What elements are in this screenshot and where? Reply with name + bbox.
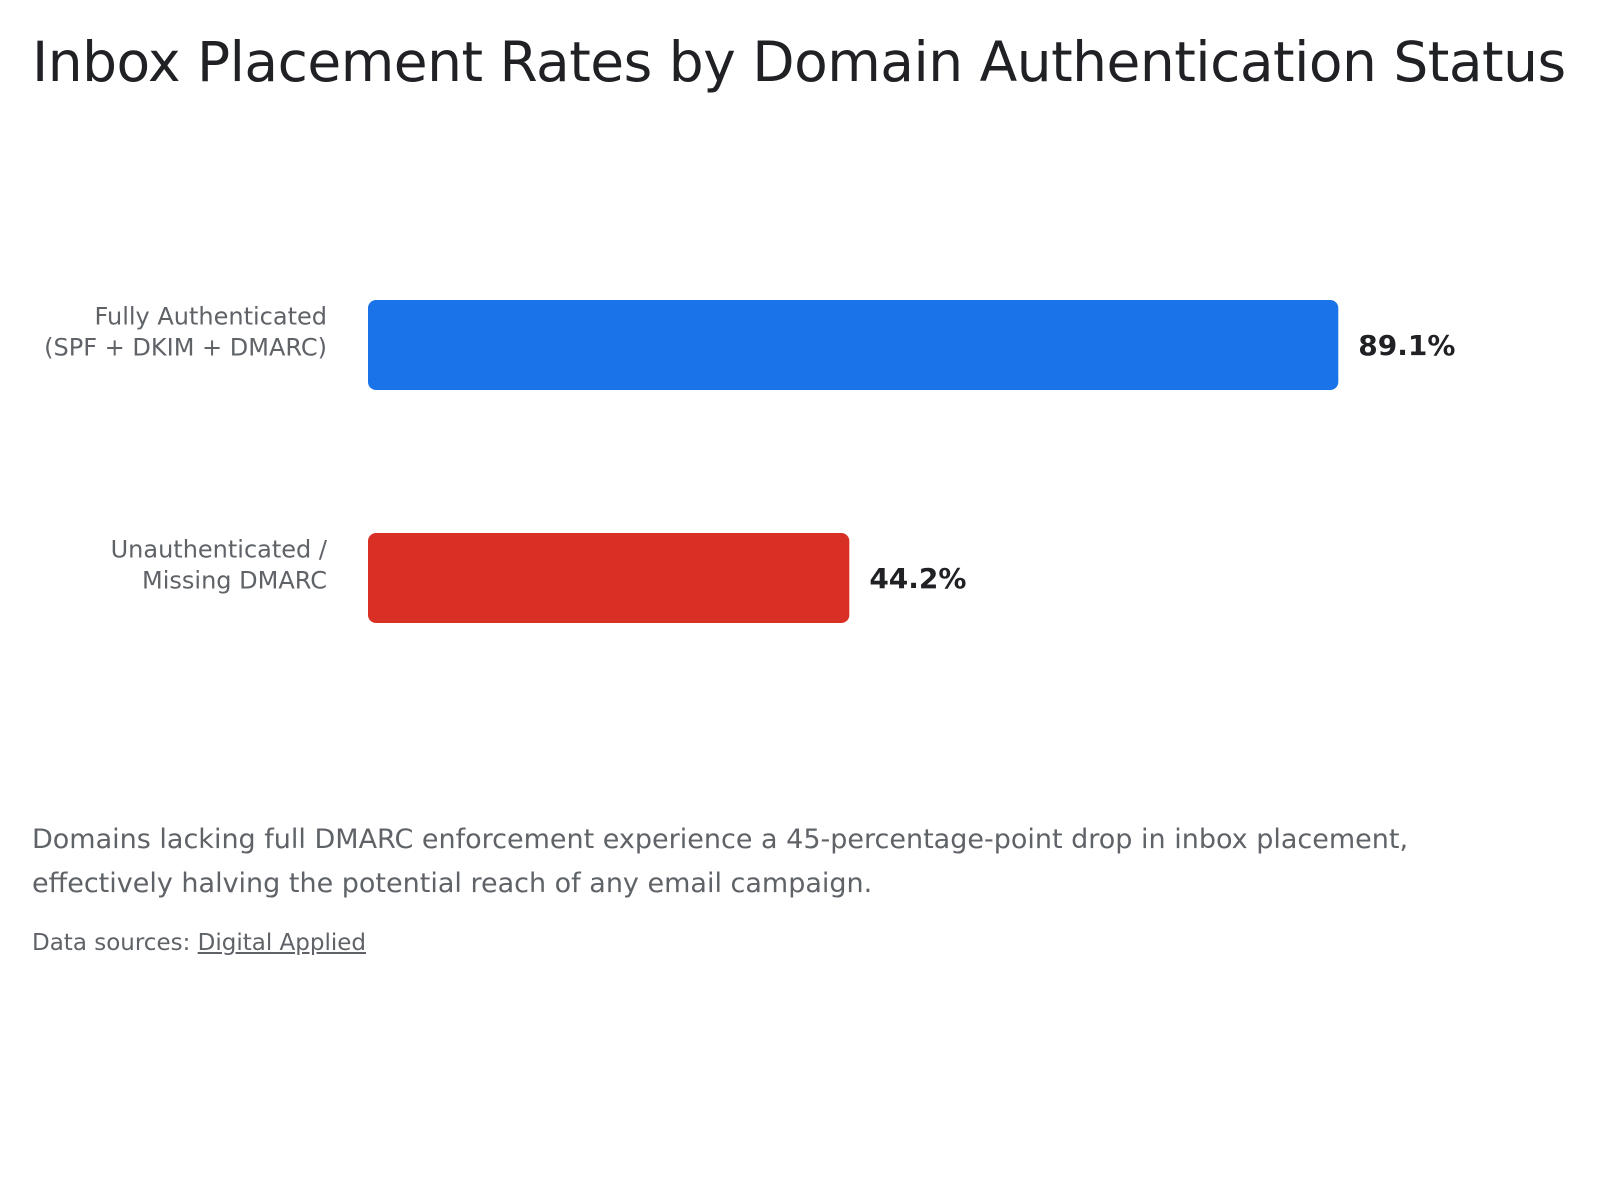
note: Domains lacking full DMARC enforcement e… [32, 824, 1409, 899]
source-link[interactable]: Digital Applied [197, 930, 367, 956]
chart-title: Inbox Placement Rates by Domain Authenti… [32, 30, 1566, 94]
bar [368, 533, 850, 623]
category-label: Missing DMARC [142, 567, 327, 595]
category-label: (SPF + DKIM + DMARC) [44, 334, 327, 362]
source: Data sources: Digital Applied [32, 930, 366, 956]
category-label: Fully Authenticated [95, 303, 328, 331]
value-label: 44.2% [869, 562, 966, 595]
bar [368, 300, 1339, 390]
value-label: 89.1% [1358, 329, 1455, 362]
category-label: Unauthenticated / [111, 536, 328, 564]
source-label: Data sources: [32, 930, 191, 956]
